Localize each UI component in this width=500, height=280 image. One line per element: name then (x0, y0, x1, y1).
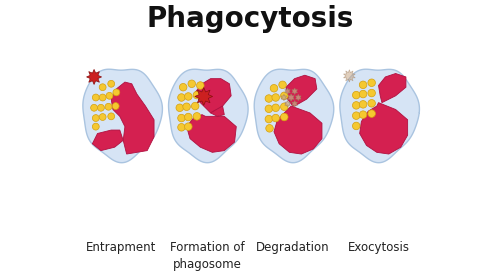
Circle shape (99, 94, 106, 101)
Circle shape (266, 125, 274, 132)
Circle shape (193, 113, 200, 120)
Circle shape (368, 100, 376, 107)
Polygon shape (292, 88, 298, 94)
Polygon shape (86, 69, 102, 85)
Circle shape (98, 104, 104, 111)
Polygon shape (296, 94, 301, 101)
Circle shape (352, 102, 360, 109)
Circle shape (193, 91, 200, 99)
Circle shape (99, 114, 106, 120)
Circle shape (280, 103, 288, 111)
Text: Exocytosis: Exocytosis (348, 241, 410, 255)
Polygon shape (195, 88, 212, 105)
Circle shape (352, 112, 360, 120)
Circle shape (272, 104, 280, 111)
Circle shape (265, 95, 272, 102)
Circle shape (360, 81, 367, 88)
Text: Phagocytosis: Phagocytosis (146, 5, 354, 33)
Polygon shape (378, 74, 406, 103)
Text: Degradation: Degradation (256, 241, 330, 255)
Circle shape (176, 104, 184, 111)
Polygon shape (92, 130, 123, 151)
Circle shape (360, 101, 367, 108)
Circle shape (178, 123, 185, 131)
Polygon shape (83, 69, 162, 163)
Polygon shape (195, 79, 231, 113)
Circle shape (92, 123, 99, 130)
Circle shape (265, 115, 272, 123)
Circle shape (105, 103, 112, 110)
Circle shape (196, 82, 204, 89)
Circle shape (184, 123, 192, 130)
Polygon shape (210, 106, 224, 116)
Circle shape (272, 94, 280, 101)
Text: Formation of
phagosome: Formation of phagosome (170, 241, 244, 271)
Polygon shape (186, 115, 236, 152)
Polygon shape (274, 106, 322, 154)
Circle shape (90, 104, 98, 111)
Circle shape (178, 114, 185, 122)
Polygon shape (111, 82, 154, 154)
Circle shape (280, 113, 288, 121)
Polygon shape (286, 75, 317, 106)
Polygon shape (254, 69, 334, 163)
Polygon shape (360, 103, 408, 154)
Polygon shape (344, 70, 355, 82)
Circle shape (265, 105, 272, 113)
Polygon shape (285, 101, 290, 107)
Circle shape (272, 114, 280, 122)
Circle shape (112, 103, 119, 109)
Polygon shape (340, 69, 419, 163)
Circle shape (92, 94, 99, 101)
Polygon shape (168, 69, 248, 163)
Circle shape (106, 92, 113, 99)
Circle shape (270, 85, 278, 92)
Circle shape (108, 80, 114, 87)
Circle shape (280, 92, 288, 100)
Circle shape (352, 91, 360, 99)
Circle shape (188, 80, 196, 88)
Text: Entrapment: Entrapment (86, 241, 156, 255)
Circle shape (183, 103, 190, 111)
Circle shape (184, 93, 192, 100)
Circle shape (352, 122, 360, 130)
Circle shape (108, 113, 114, 120)
Circle shape (279, 81, 286, 88)
Circle shape (113, 89, 120, 96)
Circle shape (178, 94, 185, 101)
Circle shape (184, 113, 192, 121)
Polygon shape (288, 94, 294, 101)
Circle shape (192, 102, 199, 110)
Circle shape (368, 110, 376, 117)
Polygon shape (292, 101, 298, 107)
Circle shape (99, 84, 106, 91)
Circle shape (92, 115, 99, 122)
Circle shape (368, 89, 376, 97)
Circle shape (180, 83, 187, 91)
Polygon shape (281, 94, 286, 101)
Circle shape (360, 90, 367, 98)
Polygon shape (285, 88, 290, 94)
Circle shape (368, 79, 376, 87)
Circle shape (360, 111, 367, 118)
